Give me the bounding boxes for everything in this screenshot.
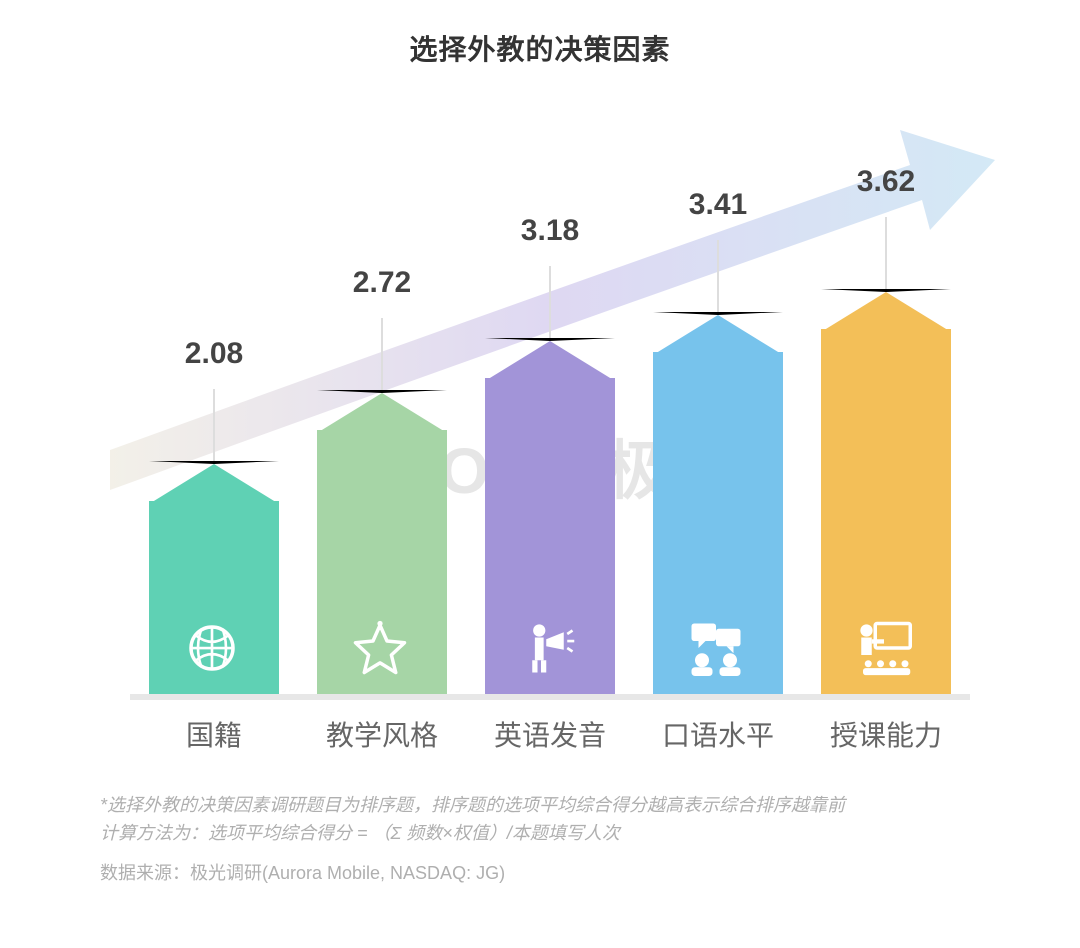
footnote-line-1: *选择外教的决策因素调研题目为排序题，排序题的选项平均综合得分越高表示综合排序越… [100,792,845,820]
bar-stem [717,240,719,312]
bar-value: 3.18 [470,214,630,248]
globe-icon [184,620,244,680]
star-icon [352,620,412,680]
chat-icon [688,620,748,680]
bar-label: 授课能力 [786,714,986,754]
bar-value: 3.41 [638,188,798,222]
chart-container: 选择外教的决策因素 URORA 极光 2.08 国籍2.72 教学风格3.18 [0,0,1080,948]
plot-area: 2.08 国籍 2.72 教学风格 3.18 英语发音 3.41 口语水平 3.62 [130,120,970,700]
bar-stem [549,266,551,338]
chart-title: 选择外教的决策因素 [0,28,1080,68]
bar: 3.62 授课能力 [821,289,951,694]
bar: 2.08 国籍 [149,461,279,694]
bar-value: 3.62 [806,165,966,199]
data-source: 数据来源：极光调研(Aurora Mobile, NASDAQ: JG) [100,860,845,888]
bar-peak [317,390,447,433]
bar-peak [149,461,279,504]
footnote-line-2: 计算方法为：选项平均综合得分 = （Σ 频数×权值）/本题填写人次 [100,820,845,848]
bar: 3.41 口语水平 [653,312,783,694]
bar-stem [381,318,383,390]
bar: 3.18 英语发音 [485,338,615,694]
footnotes: *选择外教的决策因素调研题目为排序题，排序题的选项平均综合得分越高表示综合排序越… [100,792,845,888]
bar: 2.72 教学风格 [317,390,447,694]
bar-stem [885,217,887,289]
axis-baseline [130,694,970,700]
bar-value: 2.08 [134,337,294,371]
bar-value: 2.72 [302,266,462,300]
bar-stem [213,389,215,461]
bar-peak [821,289,951,332]
teacher-icon [856,620,916,680]
bar-peak [653,312,783,355]
megaphone-icon [520,620,580,680]
bars-group: 2.08 国籍 2.72 教学风格 3.18 英语发音 3.41 口语水平 3.62 [130,114,970,694]
bar-peak [485,338,615,381]
